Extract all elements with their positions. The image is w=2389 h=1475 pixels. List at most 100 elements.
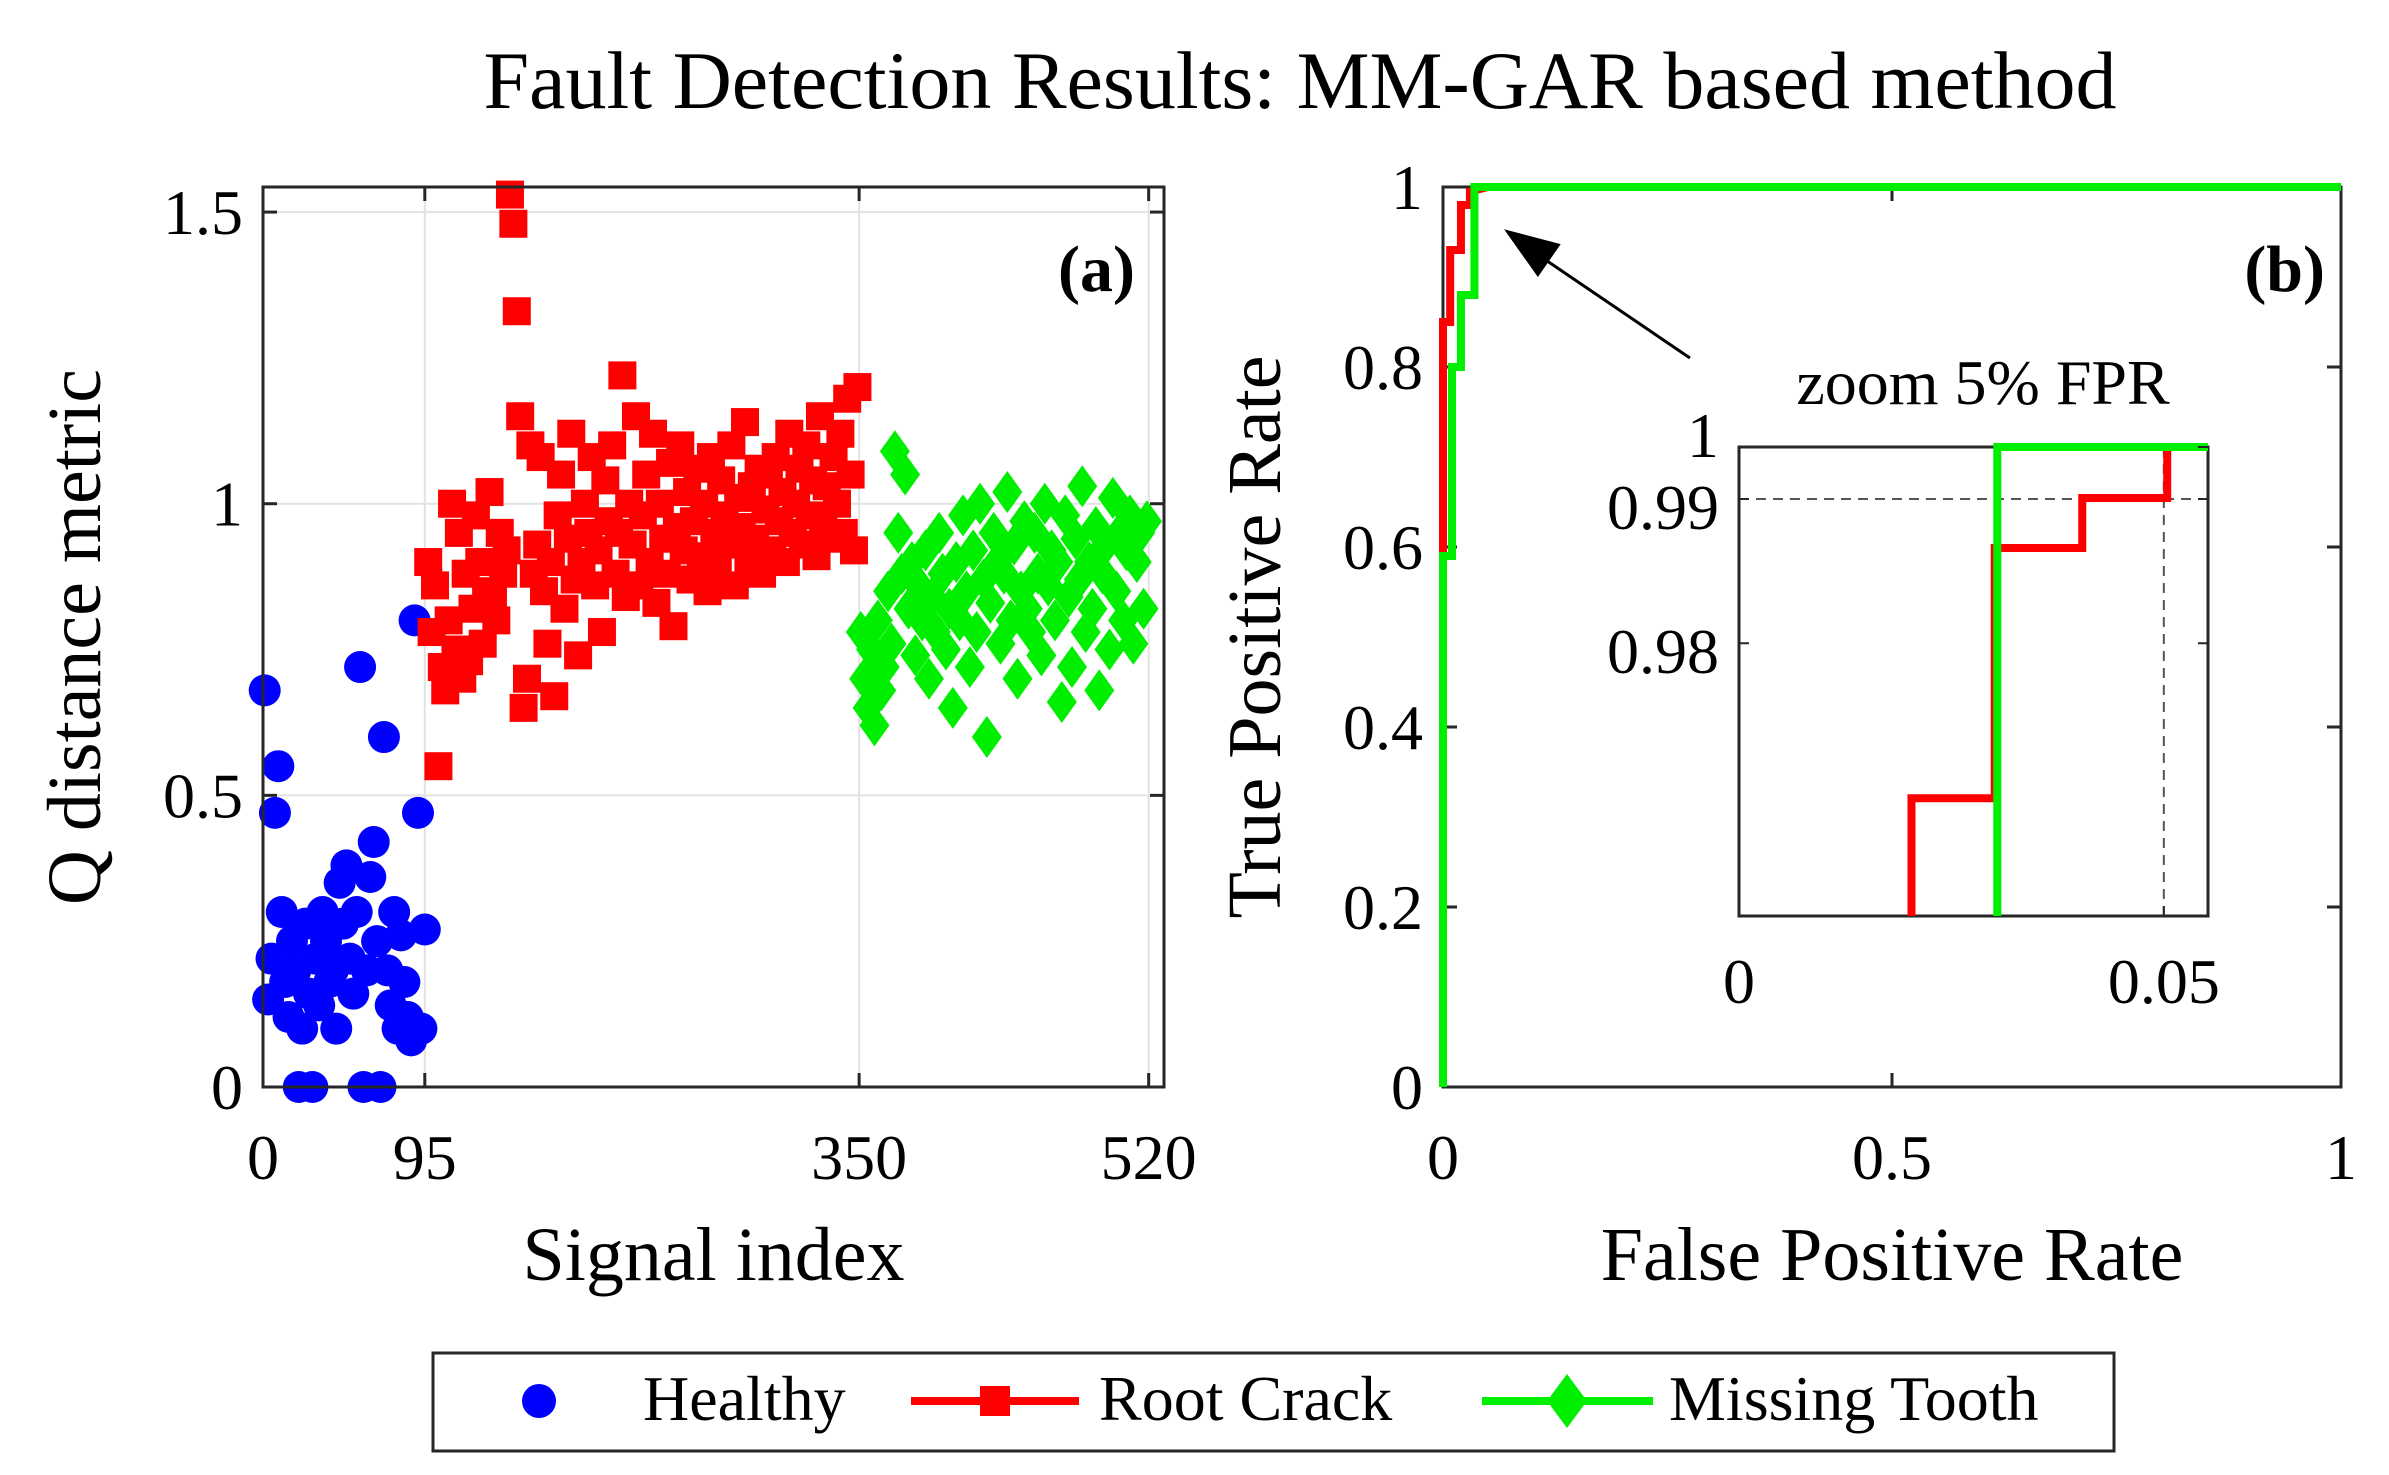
inset-y-tick-label: 0.99 <box>1607 472 1719 543</box>
missing-tooth-point <box>900 634 931 677</box>
annotation-arrow-head <box>1504 229 1561 278</box>
healthy-point <box>265 896 298 929</box>
missing-tooth-point <box>1084 669 1115 712</box>
root-crack-point <box>533 629 562 658</box>
inset-roc-curve-root-crack <box>1907 443 2208 916</box>
missing-tooth-point <box>1029 482 1060 525</box>
legend-crack-marker <box>980 1386 1010 1416</box>
panel-a: 0 95 350 520 0 0.5 1 1.5 Signal index Q distance … <box>33 177 1197 1297</box>
root-crack-point <box>499 209 528 238</box>
missing-tooth-point <box>995 599 1026 642</box>
missing-tooth-point <box>971 716 1002 759</box>
root-crack-point <box>512 664 541 693</box>
healthy-point <box>286 1012 319 1045</box>
missing-tooth-point <box>1046 681 1077 724</box>
x-tick-label: 1 <box>2325 1122 2357 1193</box>
inset-y-tick-label: 1 <box>1687 400 1719 471</box>
healthy-point <box>405 1012 438 1045</box>
y-tick-label: 0.2 <box>1343 872 1423 943</box>
root-crack-point <box>836 460 865 489</box>
inset-frame <box>1737 445 2210 918</box>
missing-tooth-point <box>937 686 968 729</box>
healthy-point <box>344 651 377 684</box>
root-crack-point <box>482 606 511 635</box>
missing-tooth-point <box>1118 622 1149 665</box>
legend-healthy-marker <box>522 1384 556 1418</box>
missing-tooth-point <box>924 511 955 554</box>
x-axis-label: False Positive Rate <box>1601 1213 2184 1297</box>
root-crack-point <box>502 297 531 326</box>
root-crack-point <box>421 571 450 600</box>
root-crack-point <box>632 460 661 489</box>
legend-crack-label: Root Crack <box>1099 1363 1392 1434</box>
inset-y-tick-label: 0.98 <box>1607 616 1719 687</box>
root-crack-point <box>843 373 872 402</box>
x-axis-label: Signal index <box>522 1213 904 1297</box>
root-crack-point <box>598 431 627 460</box>
missing-tooth-point <box>883 511 914 554</box>
y-tick-label: 0 <box>1391 1052 1423 1123</box>
missing-tooth-point <box>1057 646 1088 689</box>
healthy-point <box>340 896 373 929</box>
x-tick-label: 0 <box>1427 1122 1459 1193</box>
missing-tooth-point <box>876 622 907 665</box>
x-tick-label: 0.5 <box>1852 1122 1932 1193</box>
chart-title: Fault Detection Results: MM-GAR based me… <box>484 35 2117 126</box>
axes-frame <box>261 185 1166 1089</box>
missing-tooth-point <box>862 599 893 642</box>
missing-tooth-point <box>1077 587 1108 630</box>
legend: Healthy Root Crack Missing Tooth <box>431 1351 2116 1453</box>
missing-tooth-point <box>975 581 1006 624</box>
healthy-point <box>388 966 421 999</box>
legend-box <box>431 1351 2116 1453</box>
root-crack-point <box>424 752 453 781</box>
root-crack-point <box>475 478 504 507</box>
root-crack-point <box>547 460 576 489</box>
root-crack-point <box>792 431 821 460</box>
y-tick-label: 0.5 <box>163 760 243 831</box>
root-crack-point <box>591 466 620 495</box>
missing-tooth-point <box>859 704 890 747</box>
missing-tooth-point <box>1094 628 1125 671</box>
y-axis-label: True Positive Rate <box>1213 356 1297 919</box>
missing-tooth-point <box>913 657 944 700</box>
annotation-text: zoom 5% FPR <box>1796 347 2170 418</box>
root-crack-point <box>540 682 569 711</box>
healthy-point <box>320 1012 353 1045</box>
root-crack-point <box>509 693 538 722</box>
x-tick-label: 0 <box>247 1122 279 1193</box>
healthy-point <box>408 913 441 946</box>
healthy-point <box>337 977 370 1010</box>
x-tick-label: 350 <box>811 1122 907 1193</box>
healthy-point <box>262 750 295 783</box>
root-crack-point <box>564 641 593 670</box>
root-crack-point <box>434 606 463 635</box>
y-tick-label: 0.6 <box>1343 512 1423 583</box>
healthy-point <box>354 861 387 894</box>
root-crack-point <box>822 489 851 518</box>
missing-tooth-point <box>1043 541 1074 584</box>
inset-roc-curve-missing-tooth <box>1993 443 2208 916</box>
annotation-arrow-line <box>1523 244 1691 360</box>
root-crack-point <box>840 536 869 565</box>
root-crack-point <box>659 612 688 641</box>
missing-tooth-point <box>1002 657 1033 700</box>
root-crack-point <box>608 361 637 390</box>
root-crack-point <box>826 419 855 448</box>
missing-tooth-point <box>930 628 961 671</box>
healthy-point <box>357 826 390 859</box>
roc-curve-missing-tooth <box>1439 183 2341 1087</box>
missing-tooth-point <box>1039 599 1070 642</box>
root-crack-point <box>492 536 521 565</box>
y-tick-label: 1.5 <box>163 177 243 248</box>
healthy-point <box>258 796 291 829</box>
legend-healthy-label: Healthy <box>643 1363 846 1434</box>
healthy-point <box>401 796 434 829</box>
missing-tooth-point <box>954 646 985 689</box>
y-tick-label: 1 <box>211 469 243 540</box>
missing-tooth-point <box>1131 500 1162 543</box>
missing-tooth-point <box>1128 587 1159 630</box>
x-tick-label: 95 <box>393 1122 457 1193</box>
